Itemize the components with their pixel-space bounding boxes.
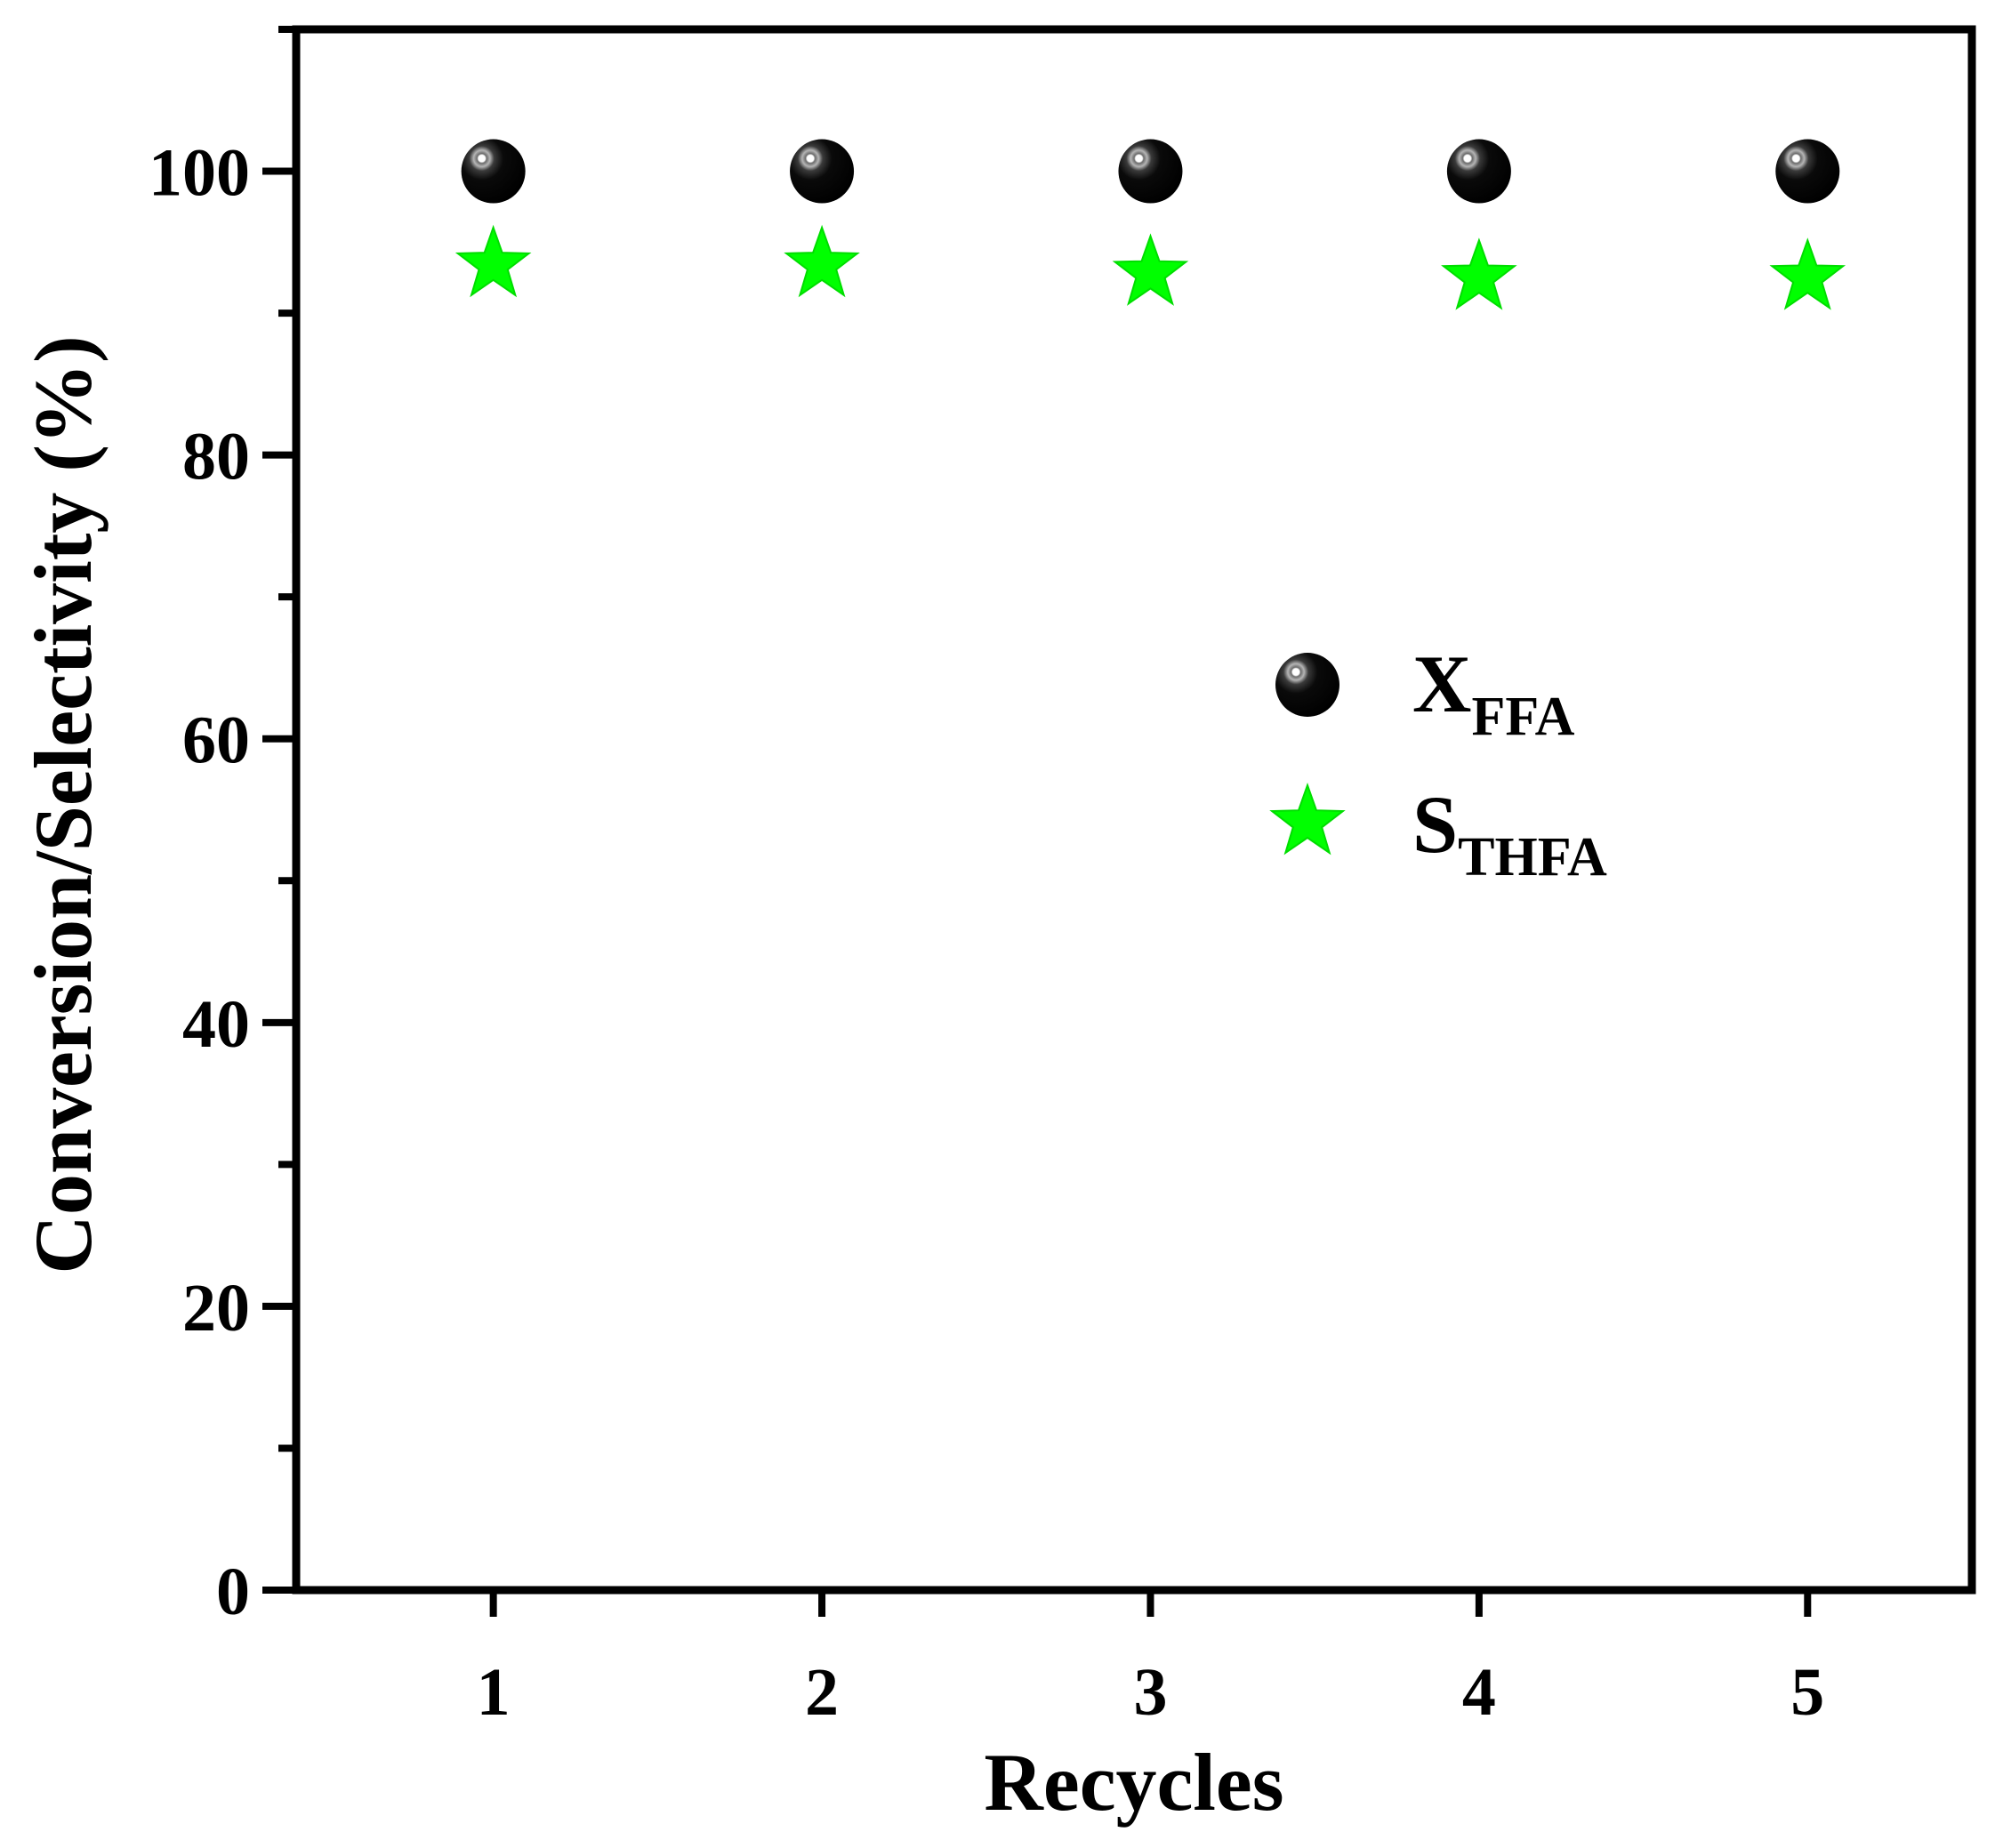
conversion-point xyxy=(1118,139,1183,204)
legend-label-selectivity: STHFA xyxy=(1412,779,1607,888)
y-tick-label: 60 xyxy=(182,703,250,778)
legend-series-name-selectivity: S xyxy=(1412,779,1458,870)
selectivity-point xyxy=(784,224,860,298)
conversion-point xyxy=(1446,139,1511,204)
conversion-point xyxy=(790,139,855,204)
y-axis-label: Conversion/Selectivity (%) xyxy=(18,335,109,1274)
y-tick-label: 80 xyxy=(182,420,250,494)
x-tick-label: 5 xyxy=(1790,1655,1824,1730)
conversion-point xyxy=(1775,139,1840,204)
plot-frame xyxy=(292,25,1976,1595)
legend-marker-conversion xyxy=(1275,653,1339,717)
selectivity-point xyxy=(455,224,532,298)
y-tick-label: 0 xyxy=(216,1555,250,1629)
x-tick-label: 2 xyxy=(805,1655,839,1730)
x-axis-label: Recycles xyxy=(984,1737,1283,1828)
selectivity-point xyxy=(1441,237,1517,310)
y-tick-label: 40 xyxy=(182,987,250,1062)
x-tick-label: 3 xyxy=(1133,1655,1167,1730)
legend-series-subscript-conversion: FFA xyxy=(1471,687,1574,747)
legend-series-name-conversion: X xyxy=(1412,639,1471,729)
y-tick-label: 100 xyxy=(149,136,250,211)
x-tick-label: 4 xyxy=(1462,1655,1496,1730)
y-axis: 0 20 40 60 80 100 xyxy=(149,26,296,1629)
conversion-point xyxy=(461,139,526,204)
selectivity-point xyxy=(1112,233,1189,306)
legend-marker-selectivity xyxy=(1269,783,1346,856)
y-tick-label: 20 xyxy=(182,1271,250,1346)
data-points xyxy=(455,139,1846,310)
legend: XFFA STHFA xyxy=(1269,639,1607,888)
selectivity-point xyxy=(1769,237,1846,310)
x-axis: 1 2 3 4 5 xyxy=(477,1590,1824,1730)
legend-series-subscript-selectivity: THFA xyxy=(1458,827,1607,888)
legend-label-conversion: XFFA xyxy=(1412,639,1575,747)
x-tick-label: 1 xyxy=(477,1655,511,1730)
